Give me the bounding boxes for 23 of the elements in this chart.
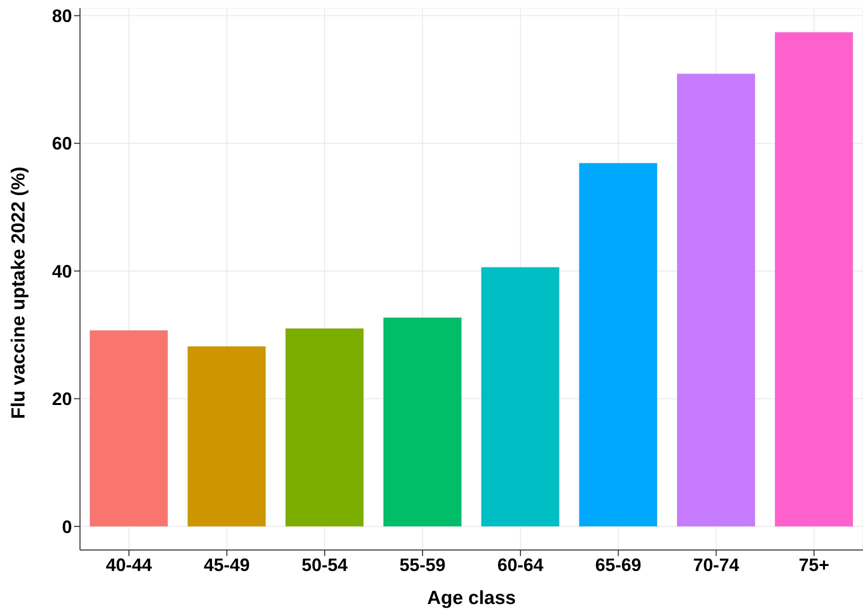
bar bbox=[188, 346, 266, 526]
x-tick-label: 70-74 bbox=[693, 554, 740, 575]
y-axis-title: Flu vaccine uptake 2022 (%) bbox=[8, 166, 30, 419]
x-tick-label: 40-44 bbox=[106, 554, 152, 575]
bar bbox=[677, 74, 756, 526]
x-tick-label: 75+ bbox=[798, 554, 830, 575]
bar bbox=[481, 267, 560, 526]
y-tick-label: 0 bbox=[62, 516, 72, 537]
x-tick-label: 65-69 bbox=[595, 554, 642, 575]
bar bbox=[774, 32, 853, 526]
bar bbox=[579, 163, 658, 526]
bar bbox=[383, 318, 462, 526]
bar bbox=[286, 328, 364, 526]
y-tick-label: 80 bbox=[52, 6, 72, 26]
y-tick-label: 20 bbox=[52, 389, 72, 410]
x-tick-label: 50-54 bbox=[302, 554, 348, 575]
bar bbox=[90, 330, 168, 526]
x-axis-title: Age class bbox=[427, 588, 516, 609]
x-tick-label: 45-49 bbox=[204, 554, 250, 575]
x-tick-label: 55-59 bbox=[400, 554, 446, 575]
y-tick-label: 60 bbox=[52, 134, 72, 154]
x-tick-label: 60-64 bbox=[497, 554, 544, 575]
y-tick-label: 40 bbox=[52, 261, 72, 282]
